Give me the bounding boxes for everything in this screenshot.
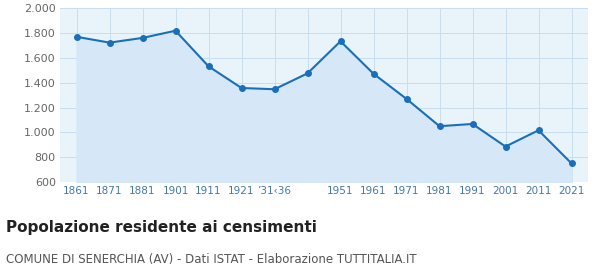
Text: COMUNE DI SENERCHIA (AV) - Dati ISTAT - Elaborazione TUTTITALIA.IT: COMUNE DI SENERCHIA (AV) - Dati ISTAT - … [6,253,416,266]
Text: Popolazione residente ai censimenti: Popolazione residente ai censimenti [6,220,317,235]
